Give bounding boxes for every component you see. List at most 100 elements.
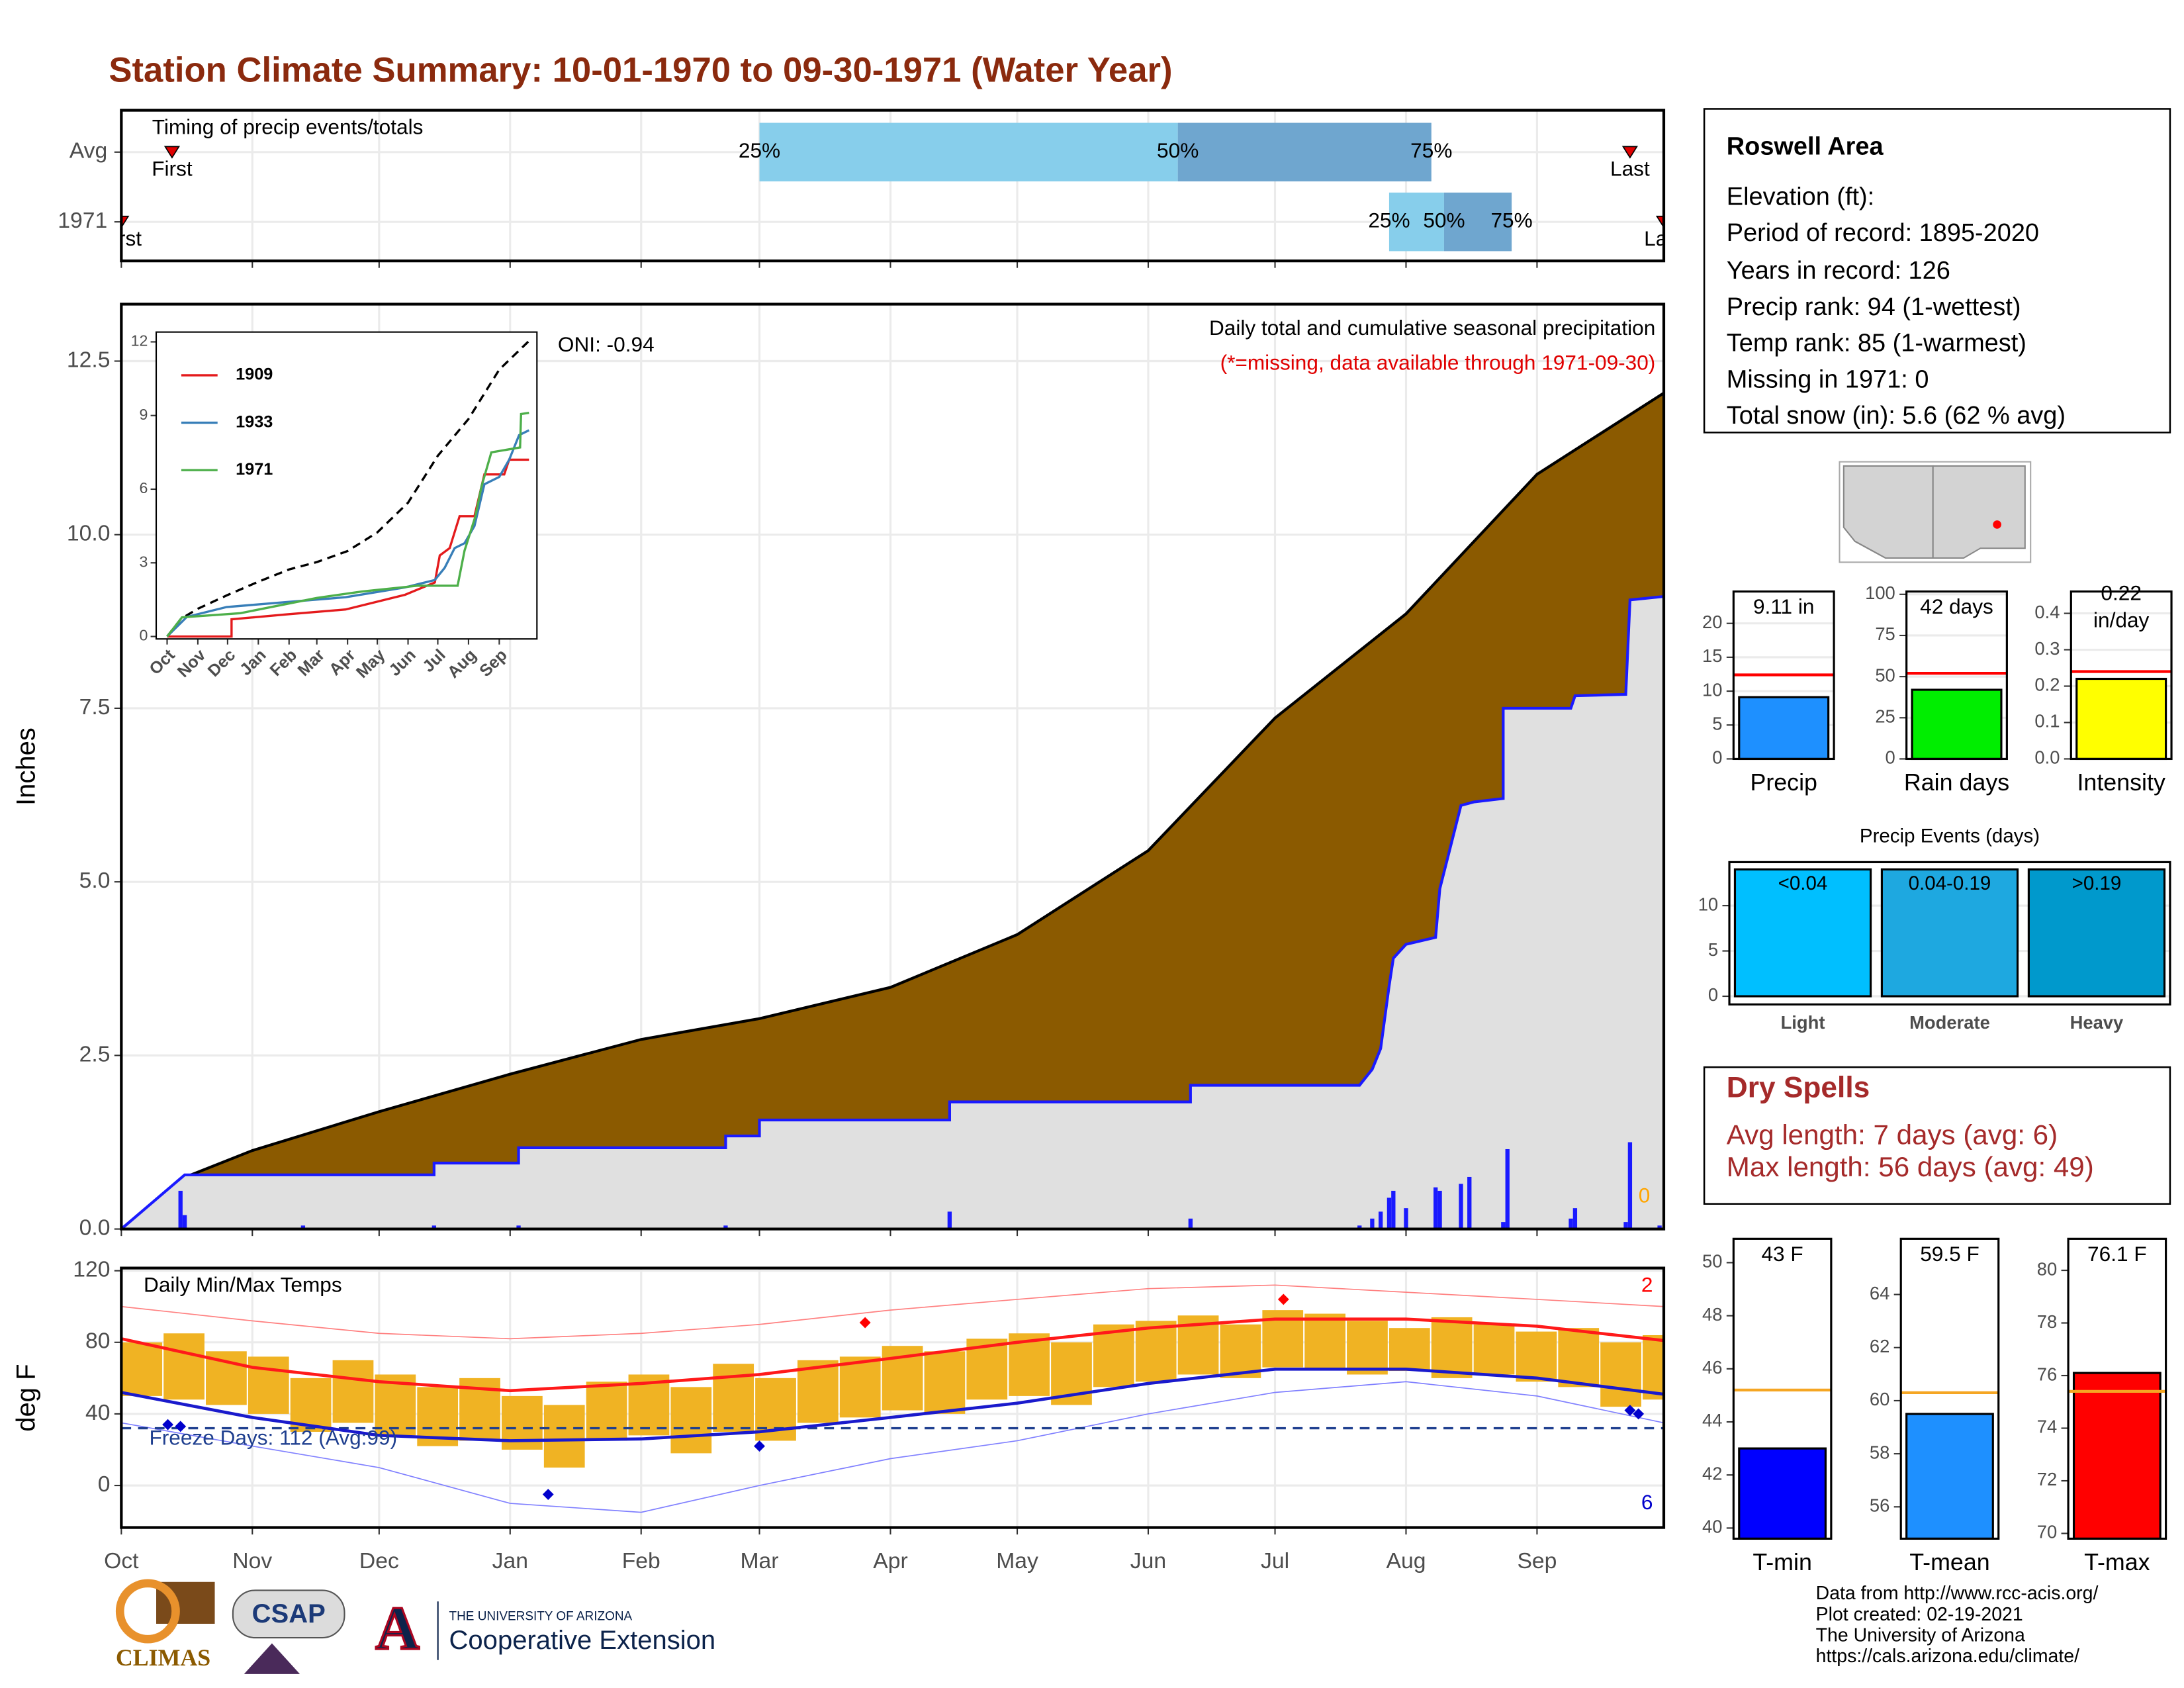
plot-border bbox=[1728, 861, 2171, 1006]
quartile-label: 50% bbox=[1423, 208, 1465, 232]
y-tick-label: 64 bbox=[1870, 1283, 1889, 1303]
high-count: 2 bbox=[1641, 1272, 1653, 1296]
category-label: T-max bbox=[2084, 1549, 2150, 1575]
legend-label: 1971 bbox=[236, 460, 273, 479]
y-tick-label: 5 bbox=[1712, 714, 1722, 734]
footer-line: https://cals.arizona.edu/climate/ bbox=[1816, 1646, 2079, 1667]
timing-rows: 25% 50% 75% First Last 25% 50% 75% First Last bbox=[101, 122, 1664, 252]
daily-precip-bar bbox=[1357, 1225, 1362, 1229]
daily-precip-bar bbox=[1437, 1190, 1442, 1229]
event-label: First bbox=[101, 226, 142, 250]
y-tick-label: 80 bbox=[2037, 1258, 2057, 1279]
daily-temp-bar bbox=[1220, 1324, 1261, 1378]
daily-temp-bar bbox=[1431, 1317, 1473, 1378]
value-label: 42 days bbox=[1920, 594, 1993, 618]
x-tick-label: Jul bbox=[1261, 1548, 1289, 1573]
series-line bbox=[166, 411, 529, 637]
x-tick-label: Jan bbox=[492, 1548, 528, 1573]
logo-shape bbox=[232, 1589, 345, 1639]
plot-border bbox=[2070, 590, 2173, 761]
y-tick-label: 70 bbox=[2037, 1522, 2057, 1542]
chart-title: Timing of precip events/totals bbox=[152, 115, 424, 138]
logo-text: CSAP bbox=[252, 1599, 326, 1628]
daily-precip-bar bbox=[1501, 1222, 1506, 1229]
x-tick-label: Nov bbox=[232, 1548, 272, 1573]
daily-temp-bar bbox=[839, 1356, 881, 1418]
event-marker bbox=[163, 146, 181, 159]
station-line: Missing in 1971: 0 bbox=[1727, 365, 1929, 393]
cumulative-line bbox=[120, 391, 1665, 1231]
y-tick-label: 10 bbox=[1702, 679, 1722, 700]
y-tick-label: 15 bbox=[1702, 645, 1722, 666]
daily-precip-bar bbox=[516, 1225, 521, 1229]
x-tick-label: Apr bbox=[873, 1548, 907, 1573]
plot-panel bbox=[156, 332, 537, 639]
daily-temp-bar bbox=[332, 1360, 374, 1423]
daily-temp-bar bbox=[1304, 1313, 1345, 1370]
y-tick-label: 25 bbox=[1875, 706, 1895, 727]
station-line: Precip rank: 94 (1-wettest) bbox=[1727, 293, 2021, 321]
y-tick-label: 75 bbox=[1875, 624, 1895, 644]
daily-temp-bar bbox=[1643, 1335, 1662, 1400]
y-tick-label: 100 bbox=[1865, 583, 1895, 603]
station-frame bbox=[1703, 108, 2171, 434]
y-tick-label: 12.5 bbox=[67, 347, 111, 372]
category-label: T-min bbox=[1752, 1549, 1812, 1575]
average-line bbox=[120, 1368, 1664, 1442]
legend-label: 1909 bbox=[236, 365, 273, 384]
daily-precip-bar bbox=[1657, 1225, 1662, 1229]
freeze-label: Freeze Days: 112 (Avg:99) bbox=[149, 1426, 397, 1450]
daily-precip-bar bbox=[178, 1190, 183, 1229]
daily-temp-bar bbox=[1135, 1321, 1177, 1382]
footer: Data from http://www.rcc-acis.org/ Plot … bbox=[1816, 1583, 2099, 1667]
daily-temp-bar bbox=[1473, 1324, 1515, 1375]
x-tick-label: Sep bbox=[1517, 1548, 1557, 1573]
y-axis-label: deg F bbox=[12, 1364, 41, 1431]
cumulative-line bbox=[120, 594, 1664, 1231]
daily-temp-bar bbox=[1347, 1321, 1388, 1375]
y-tick-label: 76 bbox=[2037, 1364, 2057, 1384]
y-tick-label: 50 bbox=[1702, 1251, 1722, 1272]
quartile-bar bbox=[1388, 192, 1444, 252]
y-tick-label: 0.0 bbox=[2034, 747, 2060, 768]
series-line bbox=[166, 429, 530, 637]
y-tick-label: 0 bbox=[139, 627, 148, 644]
value-label: 0.22 in/day bbox=[2093, 581, 2150, 632]
map-state bbox=[1932, 465, 2026, 559]
daily-precip-bar bbox=[1391, 1190, 1396, 1229]
y-tick-label: 3 bbox=[139, 553, 148, 570]
daily-precip-bar bbox=[1433, 1187, 1438, 1229]
y-tick-label: 120 bbox=[73, 1257, 110, 1282]
value-label: 59.5 F bbox=[1920, 1242, 1979, 1266]
category-label: Moderate bbox=[1909, 1012, 1990, 1033]
series-line bbox=[167, 458, 529, 638]
daily-precip-bar bbox=[1379, 1211, 1383, 1229]
y-tick-label: 10 bbox=[1698, 894, 1718, 914]
logos: CLIMAS CSAP A THE UNIVERSITY OF ARIZONA … bbox=[115, 1579, 715, 1674]
bar bbox=[1733, 868, 1872, 998]
locator-map bbox=[1839, 461, 2032, 563]
category-label: Heavy bbox=[2070, 1012, 2124, 1033]
chart-title: Precip Events (days) bbox=[1860, 825, 2040, 847]
bar bbox=[1738, 1447, 1827, 1540]
daily-temp-bar bbox=[924, 1351, 966, 1414]
station-line: Total snow (in): 5.6 (62 % avg) bbox=[1727, 402, 2066, 430]
dry-spells-title: Dry Spells bbox=[1727, 1072, 1870, 1104]
record-marker bbox=[754, 1440, 765, 1452]
category-label: Rain days bbox=[1904, 769, 2009, 796]
dry-spells-box: Dry Spells Avg length: 7 days (avg: 6) M… bbox=[1703, 1066, 2171, 1205]
value-label: 43 F bbox=[1761, 1242, 1803, 1266]
event-label: Last bbox=[1610, 157, 1650, 181]
y-tick-label: 56 bbox=[1870, 1495, 1889, 1516]
category-label: Light bbox=[1781, 1012, 1825, 1033]
quartile-label: 50% bbox=[1157, 138, 1199, 162]
logo-text: THE UNIVERSITY OF ARIZONA bbox=[449, 1609, 633, 1623]
y-tick-label: 0 bbox=[98, 1472, 111, 1497]
record-marker bbox=[1277, 1293, 1289, 1305]
y-tick-label: 48 bbox=[1702, 1304, 1722, 1325]
category-label: Intensity bbox=[2077, 769, 2165, 796]
annotation-note: (*=missing, data available through 1971-… bbox=[1220, 350, 1656, 374]
plot-border bbox=[1732, 590, 1835, 761]
daily-precip-bar bbox=[723, 1225, 728, 1229]
daily-precip-bar bbox=[1623, 1222, 1628, 1229]
